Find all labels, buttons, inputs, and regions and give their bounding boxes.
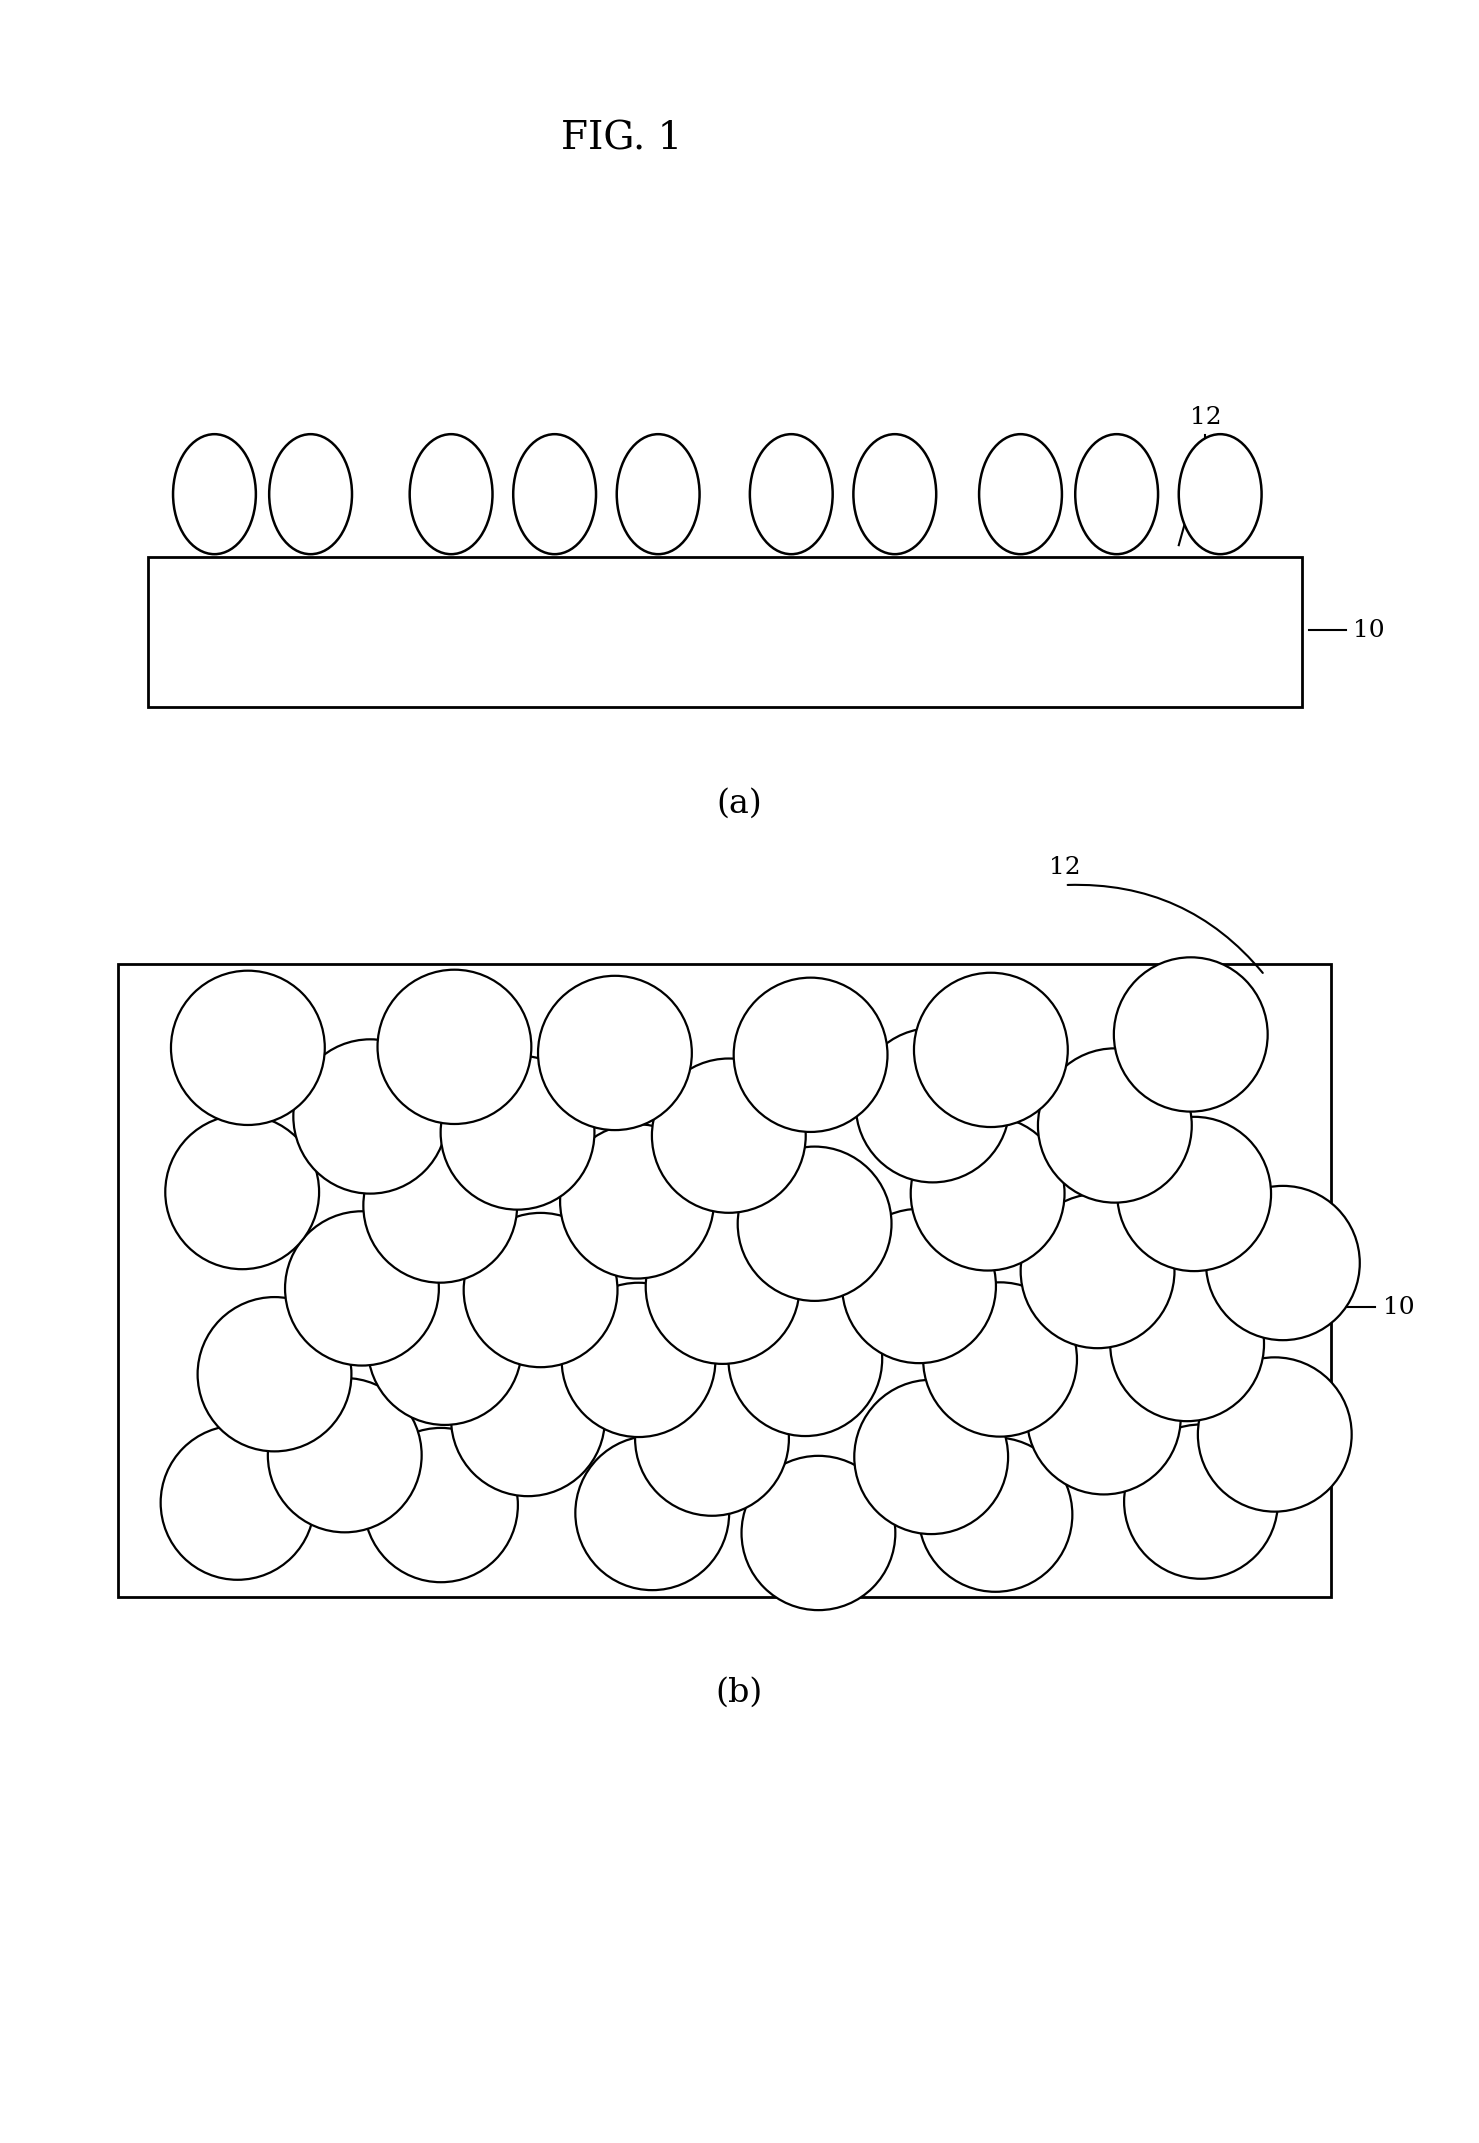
Ellipse shape: [842, 1209, 995, 1363]
Ellipse shape: [198, 1297, 352, 1451]
Bar: [118, 964, 1331, 1597]
Ellipse shape: [173, 435, 256, 555]
Ellipse shape: [364, 1129, 518, 1284]
Ellipse shape: [856, 1029, 1010, 1183]
Ellipse shape: [451, 1342, 605, 1496]
Ellipse shape: [562, 1284, 716, 1438]
Ellipse shape: [561, 1125, 714, 1279]
Ellipse shape: [1026, 1339, 1180, 1494]
Text: FIG. 1: FIG. 1: [561, 120, 682, 159]
Ellipse shape: [166, 1114, 319, 1269]
Ellipse shape: [979, 435, 1062, 555]
Ellipse shape: [441, 1054, 595, 1209]
Bar: [148, 557, 1302, 707]
Ellipse shape: [368, 1271, 522, 1425]
Text: 12: 12: [1049, 855, 1081, 879]
Ellipse shape: [1117, 1117, 1270, 1271]
Ellipse shape: [513, 435, 596, 555]
Ellipse shape: [738, 1147, 892, 1301]
Ellipse shape: [1198, 1357, 1352, 1511]
Ellipse shape: [575, 1436, 729, 1590]
Ellipse shape: [1111, 1267, 1265, 1421]
Ellipse shape: [918, 1438, 1072, 1592]
Text: (a): (a): [717, 789, 762, 819]
Ellipse shape: [538, 975, 692, 1129]
Ellipse shape: [741, 1455, 895, 1609]
Text: 10: 10: [1383, 1297, 1414, 1318]
Ellipse shape: [911, 1117, 1065, 1271]
Ellipse shape: [750, 435, 833, 555]
Ellipse shape: [646, 1209, 800, 1363]
Ellipse shape: [734, 977, 887, 1132]
Ellipse shape: [853, 435, 936, 555]
Ellipse shape: [364, 1427, 518, 1582]
Ellipse shape: [464, 1213, 618, 1367]
Ellipse shape: [855, 1380, 1009, 1534]
Ellipse shape: [293, 1039, 447, 1194]
Ellipse shape: [652, 1059, 806, 1213]
Ellipse shape: [285, 1211, 439, 1365]
Ellipse shape: [1124, 1425, 1278, 1579]
Text: 12: 12: [1189, 405, 1222, 429]
Text: 10: 10: [1353, 619, 1384, 641]
Ellipse shape: [1021, 1194, 1174, 1348]
Ellipse shape: [377, 969, 531, 1123]
Ellipse shape: [172, 971, 325, 1125]
Ellipse shape: [268, 1378, 422, 1532]
Ellipse shape: [634, 1361, 788, 1515]
Ellipse shape: [1179, 435, 1262, 555]
Ellipse shape: [1114, 958, 1268, 1112]
Ellipse shape: [617, 435, 700, 555]
Ellipse shape: [1038, 1048, 1192, 1202]
Ellipse shape: [728, 1282, 881, 1436]
Ellipse shape: [410, 435, 493, 555]
Ellipse shape: [161, 1425, 315, 1579]
Ellipse shape: [914, 973, 1068, 1127]
Ellipse shape: [1205, 1185, 1359, 1339]
Ellipse shape: [269, 435, 352, 555]
Text: (b): (b): [716, 1678, 763, 1708]
Ellipse shape: [923, 1282, 1077, 1436]
Ellipse shape: [1075, 435, 1158, 555]
